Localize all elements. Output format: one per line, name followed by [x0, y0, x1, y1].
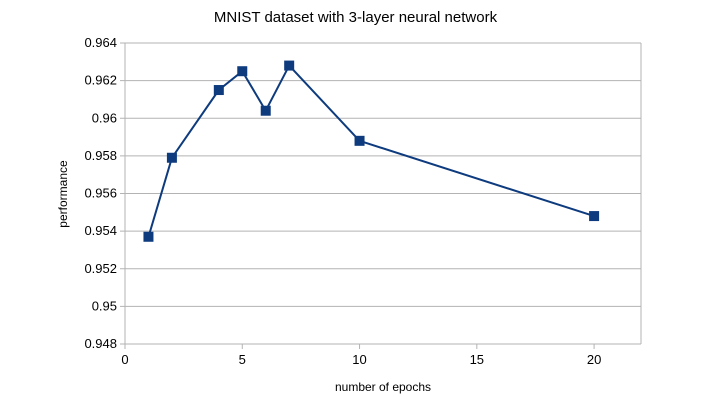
x-axis-label: number of epochs	[334, 380, 432, 394]
y-tick-label: 0.958	[84, 148, 117, 163]
x-tick-label: 15	[470, 352, 484, 367]
series-line	[147, 64, 595, 238]
chart-title: MNIST dataset with 3-layer neural networ…	[213, 9, 498, 26]
y-tick-label: 0.948	[84, 336, 117, 351]
x-tick-label: 10	[352, 352, 366, 367]
data-point-marker	[260, 105, 271, 116]
y-tick-label: 0.95	[92, 298, 117, 313]
data-point-marker	[213, 85, 224, 96]
y-tick-label: 0.952	[84, 261, 117, 276]
data-point-marker	[166, 152, 177, 163]
y-tick-label: 0.962	[84, 73, 117, 88]
data-point-marker	[589, 211, 600, 222]
x-tick-label: 0	[121, 352, 128, 367]
y-tick-label: 0.954	[84, 223, 117, 238]
y-tick-label: 0.956	[84, 186, 117, 201]
y-axis-label: performance	[56, 160, 70, 228]
x-tick-label: 20	[587, 352, 601, 367]
data-point-marker	[354, 135, 365, 146]
x-tick-label: 5	[239, 352, 246, 367]
data-point-marker	[143, 231, 154, 242]
data-point-marker	[237, 66, 248, 77]
y-tick-label: 0.96	[92, 110, 117, 125]
data-point-marker	[284, 60, 295, 71]
y-tick-label: 0.964	[84, 35, 117, 50]
